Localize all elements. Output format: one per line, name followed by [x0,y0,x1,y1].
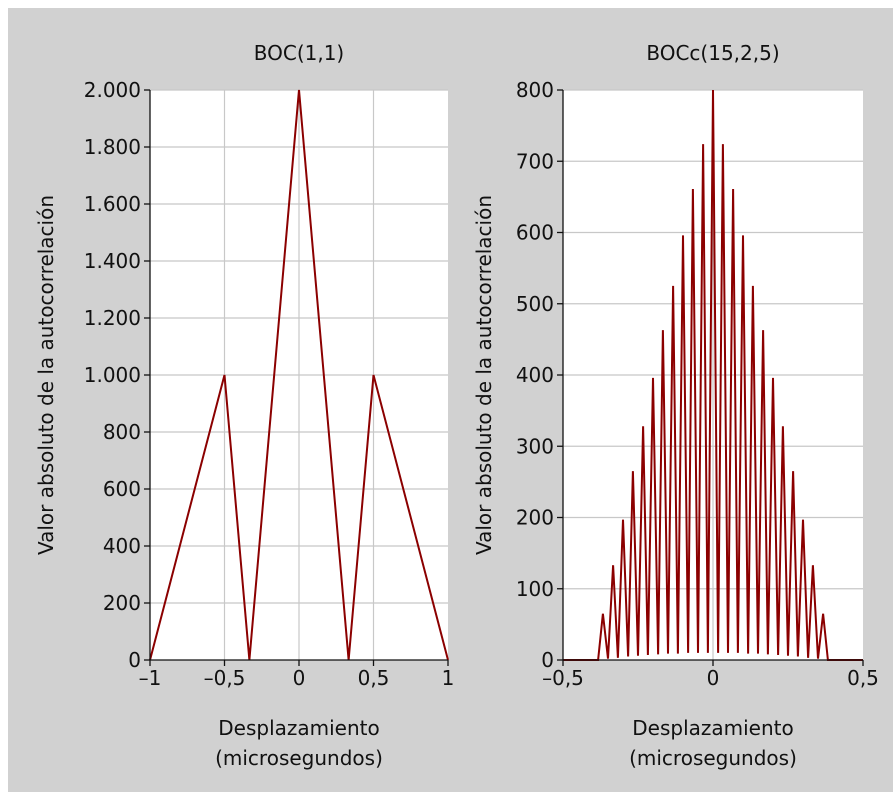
ytick-label-boc-6: 1.200 [84,306,141,330]
ytick-label-boc-0: 0 [128,648,141,672]
ytick-label-boc-2: 400 [103,534,141,558]
series-line-boc [149,89,449,661]
x-axis-label-bocc-line1: Desplazamiento [632,716,793,740]
x-axis-label-bocc-line2: (microsegundos) [629,746,797,770]
ytick-label-boc-5: 1.000 [84,363,141,387]
xtick-label-boc-1: –0,5 [204,666,246,690]
axis-ticks-boc: 0 200 400 600 800 1.000 1.200 1.400 1.600 1.800 2.… [84,78,455,690]
chart-panel-boc: 0 200 400 600 800 1.000 1.200 1.400 1.600 1.800 2.… [34,41,454,770]
ytick-label-boc-10: 2.000 [84,78,141,102]
chart-figure: 0 200 400 600 800 1.000 1.200 1.400 1.600 1.800 2.… [34,41,879,770]
xtick-label-boc-0: –1 [139,666,162,690]
ytick-label-boc-9: 1.800 [84,135,141,159]
ytick-label-bocc-2: 200 [516,506,554,530]
xtick-label-boc-3: 0,5 [358,666,390,690]
x-axis-label-boc-line2: (microsegundos) [215,746,383,770]
chart-title-boc: BOC(1,1) [254,41,345,65]
xtick-label-bocc-2: 0,5 [847,666,879,690]
ytick-label-boc-1: 200 [103,591,141,615]
ytick-label-bocc-7: 700 [516,149,554,173]
ytick-label-bocc-1: 100 [516,577,554,601]
xtick-label-bocc-0: –0,5 [542,666,584,690]
ytick-label-bocc-3: 300 [516,434,554,458]
ytick-label-bocc-6: 600 [516,221,554,245]
ytick-label-bocc-4: 400 [516,363,554,387]
xtick-label-boc-4: 1 [442,666,455,690]
chart-title-bocc: BOCc(15,2,5) [646,41,779,65]
xtick-label-boc-2: 0 [293,666,306,690]
ytick-label-boc-3: 600 [103,477,141,501]
ytick-label-bocc-5: 500 [516,292,554,316]
ytick-label-boc-8: 1.600 [84,192,141,216]
y-axis-label-boc: Valor absoluto de la autocorrelación [34,195,58,555]
ytick-label-bocc-8: 800 [516,78,554,102]
figure: 0 200 400 600 800 1.000 1.200 1.400 1.600 1.800 2.… [8,8,893,792]
x-axis-label-boc-line1: Desplazamiento [218,716,379,740]
series-line-bocc [563,89,863,661]
y-axis-label-bocc: Valor absoluto de la autocorrelación [472,195,496,555]
xtick-label-bocc-1: 0 [707,666,720,690]
ytick-label-bocc-0: 0 [541,648,554,672]
ytick-label-boc-7: 1.400 [84,249,141,273]
ytick-label-boc-4: 800 [103,420,141,444]
